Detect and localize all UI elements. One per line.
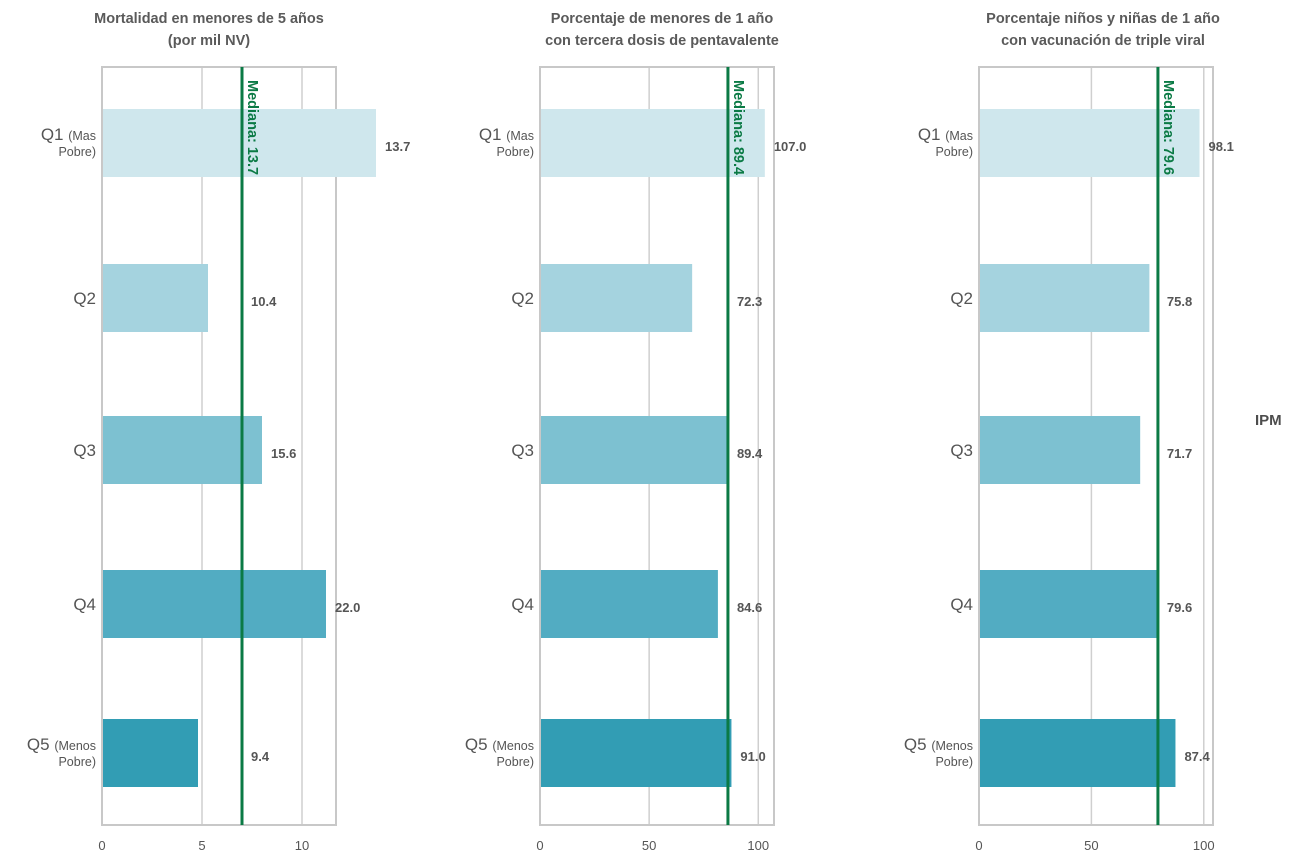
panel1-category-label: Q1 (Mas bbox=[41, 125, 96, 144]
panel1-bar-q4 bbox=[103, 570, 326, 638]
panel1-frame bbox=[101, 66, 337, 826]
panel2-title-line: Porcentaje de menores de 1 año bbox=[551, 11, 774, 27]
panel2-bar-q4 bbox=[541, 570, 718, 638]
panel1-tick-label: 0 bbox=[98, 838, 105, 853]
panel3-category-label: Q1 (Mas bbox=[918, 125, 973, 144]
panel1-bar-q1 bbox=[103, 109, 376, 177]
panel1-category-label: Q2 bbox=[73, 289, 96, 308]
panel2-category-label: Q2 bbox=[511, 289, 534, 308]
panel2-tick-label: 50 bbox=[642, 838, 656, 853]
panel3-bar-q5 bbox=[980, 719, 1176, 787]
panel2-data-label: 72.3 bbox=[737, 294, 762, 309]
panel3-category-sublabel: Pobre) bbox=[935, 755, 973, 769]
panel2-tick-label: 0 bbox=[536, 838, 543, 853]
panel1-tick-label: 10 bbox=[295, 838, 309, 853]
panel2-data-label: 84.6 bbox=[737, 600, 762, 615]
panel2-bar-q5 bbox=[541, 719, 732, 787]
panel1-title-line: Mortalidad en menores de 5 años bbox=[94, 11, 324, 27]
panel3-frame bbox=[978, 66, 1214, 826]
panel3-data-label: 98.1 bbox=[1209, 139, 1234, 154]
ipm-side-label: IPM bbox=[1255, 412, 1282, 429]
panel3-title-line: Porcentaje niños y niñas de 1 año bbox=[986, 11, 1220, 27]
panel1-category-label: Q5 (Menos bbox=[27, 735, 96, 754]
panel1-category-label: Q3 bbox=[73, 441, 96, 460]
panel2-category-sublabel: Pobre) bbox=[496, 145, 534, 159]
panel1-category-sublabel: Pobre) bbox=[58, 755, 96, 769]
panel1-category-label: Q4 bbox=[73, 595, 96, 614]
panel1-title-line: (por mil NV) bbox=[168, 33, 250, 49]
panel3-tick-label: 0 bbox=[975, 838, 982, 853]
panel2-bar-q3 bbox=[541, 416, 728, 484]
panel1-data-label: 13.7 bbox=[385, 139, 410, 154]
panel2-data-label: 89.4 bbox=[737, 446, 763, 461]
panel3-category-label: Q4 bbox=[950, 595, 973, 614]
panel3-bar-q1 bbox=[980, 109, 1200, 177]
panel2-tick-label: 100 bbox=[747, 838, 769, 853]
panel3-bar-q4 bbox=[980, 570, 1158, 638]
panel1-data-label: 10.4 bbox=[251, 294, 277, 309]
panel2-category-label: Q3 bbox=[511, 441, 534, 460]
panel3-category-label: Q3 bbox=[950, 441, 973, 460]
panel1-median-label: Mediana: 13.7 bbox=[244, 80, 260, 175]
panel3-category-label: Q2 bbox=[950, 289, 973, 308]
panel2-data-label: 107.0 bbox=[774, 139, 807, 154]
panel3-data-label: 75.8 bbox=[1167, 294, 1192, 309]
panel2-title-line: con tercera dosis de pentavalente bbox=[545, 33, 779, 49]
panel3-category-sublabel: Pobre) bbox=[935, 145, 973, 159]
panel3-bar-q3 bbox=[980, 416, 1141, 484]
panel3-bar-q2 bbox=[980, 264, 1150, 332]
panel2-category-label: Q5 (Menos bbox=[465, 735, 534, 754]
panel1-data-label: 15.6 bbox=[271, 446, 296, 461]
panel3-title-line: con vacunación de triple viral bbox=[1001, 33, 1205, 49]
panel2-frame bbox=[539, 66, 775, 826]
panel1-bar-q2 bbox=[103, 264, 208, 332]
panel3-median-label: Mediana: 79.6 bbox=[1160, 80, 1176, 175]
panel1-bar-q3 bbox=[103, 416, 262, 484]
panel2-median-label: Mediana: 89.4 bbox=[730, 80, 746, 175]
panel2-category-sublabel: Pobre) bbox=[496, 755, 534, 769]
panel3-data-label: 71.7 bbox=[1167, 446, 1192, 461]
panel1-tick-label: 5 bbox=[198, 838, 205, 853]
panel2-category-label: Q1 (Mas bbox=[479, 125, 534, 144]
panel3-tick-label: 100 bbox=[1193, 838, 1215, 853]
panel3-data-label: 87.4 bbox=[1184, 749, 1210, 764]
panel2-data-label: 91.0 bbox=[740, 749, 765, 764]
panel1-data-label: 22.0 bbox=[335, 600, 360, 615]
panel1-data-label: 9.4 bbox=[251, 749, 270, 764]
panel1-bar-q5 bbox=[103, 719, 198, 787]
panel3-category-label: Q5 (Menos bbox=[904, 735, 973, 754]
panel2-category-label: Q4 bbox=[511, 595, 534, 614]
panel2-bar-q2 bbox=[541, 264, 693, 332]
panel3-tick-label: 50 bbox=[1084, 838, 1098, 853]
panel3-data-label: 79.6 bbox=[1167, 600, 1192, 615]
panel1-category-sublabel: Pobre) bbox=[58, 145, 96, 159]
